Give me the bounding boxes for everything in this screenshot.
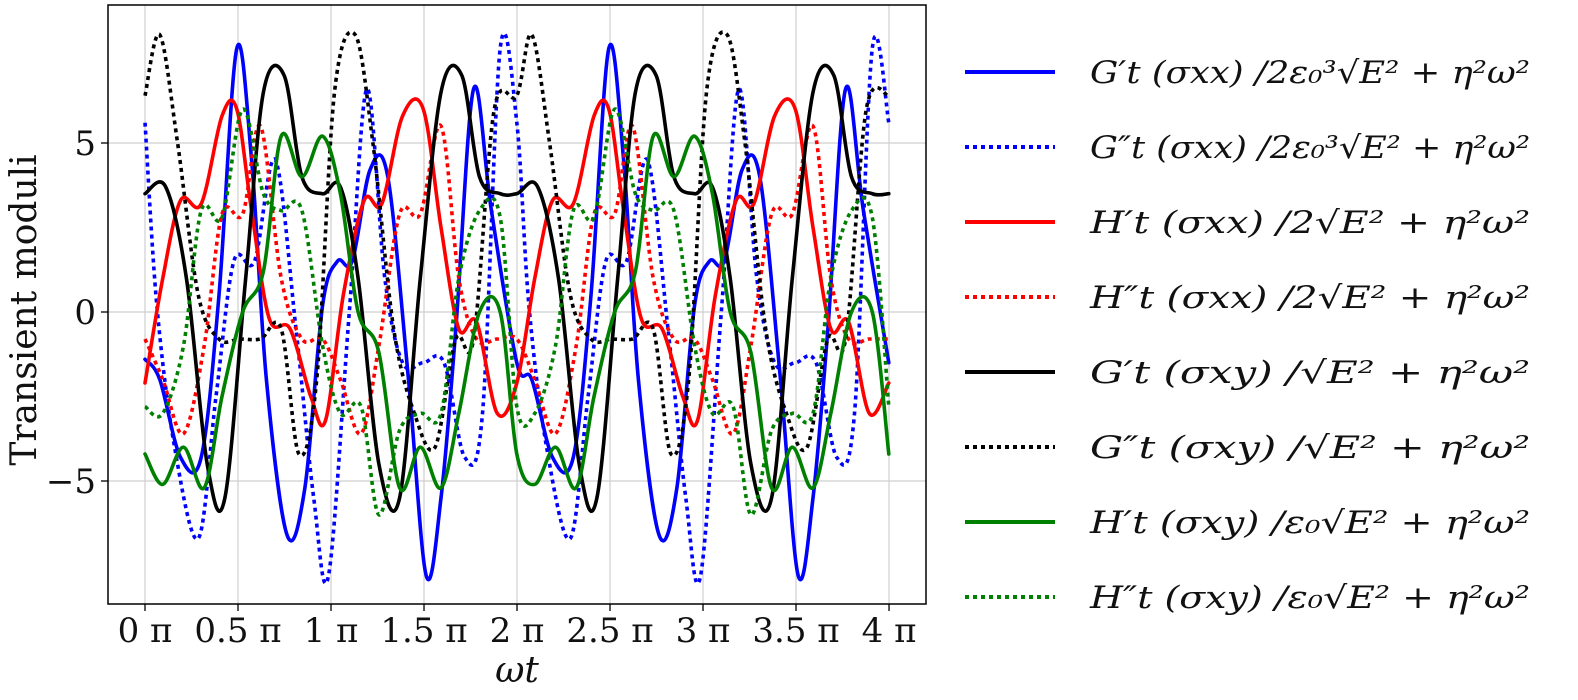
x-tick-label: 1 π [304,611,359,651]
legend-label-4: G′t (σxy) /√E² + η²ω² [1090,355,1530,391]
x-tick-label: 2 π [490,611,545,651]
legend: G′t (σxx) /2ε₀³√E² + η²ω² G″t (σxx) /2ε₀³… [965,55,1530,616]
y-tick-labels: 5 0 −5 [46,124,108,502]
legend-label-3: H″t (σxx) /2√E² + η²ω² [1089,280,1530,316]
legend-label-5: G″t (σxy) /√E² + η²ω² [1090,430,1530,466]
series-line-0 [143,42,891,582]
x-tick-label: 2.5 π [566,611,653,651]
legend-label-7: H″t (σxy) /ε₀√E² + η²ω² [1089,580,1530,616]
x-tick-label: 0.5 π [194,611,281,651]
series-line-4 [143,63,891,513]
series-line-5 [143,30,891,458]
series-line-3 [143,123,889,436]
x-tick-label: 0 π [118,611,173,651]
series-group [143,30,891,586]
series-line-2 [143,97,891,428]
series-line-7 [143,107,891,517]
y-tick-label: −5 [46,462,96,502]
y-tick-label: 5 [74,124,96,164]
x-tick-label: 3.5 π [752,611,839,651]
y-axis-title: Transient moduli [4,154,45,465]
legend-label-2: H′t (σxx) /2√E² + η²ω² [1089,205,1530,241]
x-tick-label: 4 π [862,611,917,651]
legend-label-6: H′t (σxy) /ε₀√E² + η²ω² [1089,505,1530,541]
series-line-6 [143,131,891,493]
y-tick-label: 0 [74,293,96,333]
x-axis-title: ωt [495,650,539,691]
legend-label-1: G″t (σxx) /2ε₀³√E² + η²ω² [1090,130,1530,166]
legend-label-0: G′t (σxx) /2ε₀³√E² + η²ω² [1090,55,1530,91]
x-tick-labels: 0 π 0.5 π 1 π 1.5 π 2 π 2.5 π 3 π 3.5 π 4 π [118,604,917,651]
x-tick-label: 1.5 π [380,611,467,651]
x-tick-label: 3 π [676,611,731,651]
